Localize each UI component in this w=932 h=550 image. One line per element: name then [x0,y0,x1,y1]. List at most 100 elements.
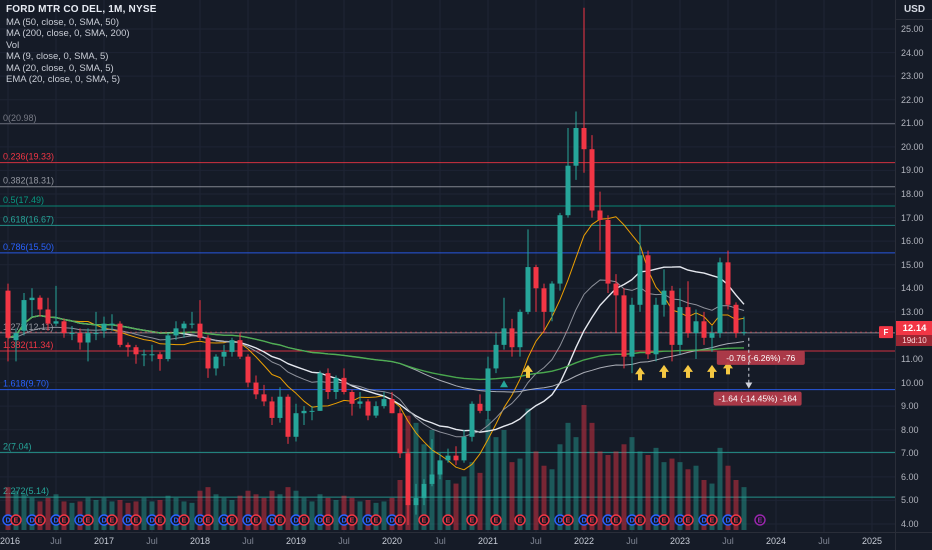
time-axis[interactable]: 2016 Jul 2017 Jul 2018 Jul 2019 Jul 2020 Jul 2021 J… [0,532,895,550]
candle-body [517,311,523,348]
legend-indicator-3[interactable]: MA (9, close, 0, SMA, 5) [6,51,109,62]
candle-body [341,377,347,392]
fib-level-label[interactable]: 1.618(9.70) [3,379,49,389]
marker-letter: E [542,518,547,525]
candle-body [381,399,387,407]
earnings-marker[interactable] [610,514,622,526]
legend-indicator-2[interactable]: Vol [6,39,20,51]
earnings-marker[interactable] [682,514,694,526]
buy-arrow-icon[interactable] [707,364,717,378]
signal-triangle-icon[interactable] [500,380,508,388]
buy-arrow-icon[interactable] [683,364,693,378]
earnings-marker[interactable] [586,514,598,526]
earnings-marker[interactable] [226,514,238,526]
earnings-marker[interactable] [178,514,190,526]
price-axis-label: 7.00 [901,448,919,459]
fib-level-label[interactable]: 2(7.04) [3,441,32,451]
earnings-marker[interactable] [106,514,118,526]
volume-bar [165,495,171,530]
candle-body [141,354,147,356]
earnings-marker[interactable] [34,514,46,526]
earnings-marker[interactable] [394,514,406,526]
fib-level-label[interactable]: 2.272(5.14) [3,486,49,496]
earnings-marker[interactable] [442,514,454,526]
earnings-marker[interactable] [274,514,286,526]
volume-bar [621,444,627,530]
candle-body [221,351,227,357]
marker-letter: D [317,518,322,525]
volume-bar [253,494,259,530]
symbol-title[interactable]: FORD MTR CO DEL, 1M, NYSE [6,4,157,15]
fib-level-label[interactable]: 1.382(11.34) [3,340,53,350]
fib-level-label[interactable]: 0(20.98) [3,113,37,123]
earnings-marker[interactable] [346,514,358,526]
price-chart-canvas[interactable]: 0(20.98) 0.236(19.33) 0.382(18.31) 0.5(17.4… [0,0,895,532]
price-axis-label: 21.00 [901,118,924,129]
earnings-marker[interactable] [514,514,526,526]
volume-bar [733,480,739,530]
buy-arrow-icon[interactable] [635,367,645,381]
fib-level-label[interactable]: 0.236(19.33) [3,152,54,162]
earnings-marker[interactable] [10,514,22,526]
earnings-marker[interactable] [322,514,334,526]
earnings-marker[interactable] [418,514,430,526]
earnings-marker[interactable] [466,514,478,526]
earnings-marker[interactable] [730,514,742,526]
earnings-marker[interactable] [130,514,142,526]
legend-indicator-5[interactable]: EMA (20, close, 0, SMA, 5) [6,74,121,85]
price-range-label-text[interactable]: -0.76 (-6.26%) -76 [726,353,795,363]
marker-letter: D [365,518,370,525]
fib-level-label[interactable]: 0.786(15.50) [3,242,54,252]
price-axis-label: 5.00 [901,495,919,506]
fib-level-label[interactable]: 1.272(12.11) [3,322,53,332]
legend-indicator-4[interactable]: MA (20, close, 0, SMA, 5) [6,62,114,74]
earnings-marker[interactable] [538,514,550,526]
chart-plot-area[interactable]: 0(20.98) 0.236(19.33) 0.382(18.31) 0.5(17.4… [0,0,895,532]
earnings-marker[interactable] [202,514,214,526]
buy-arrow-icon[interactable] [659,364,669,378]
marker-letter: D [293,518,298,525]
price-axis-label: 11.00 [901,354,923,364]
projection-arrowhead[interactable] [745,382,753,389]
fib-level-label[interactable]: 0.5(17.49) [3,195,44,205]
earnings-marker[interactable] [706,514,718,526]
earnings-marker[interactable] [82,514,94,526]
volume-bar [29,497,35,530]
buy-arrow-icon[interactable] [723,361,733,375]
price-range-label-bg[interactable] [716,350,805,365]
earnings-marker[interactable] [250,514,262,526]
legend-indicator-0[interactable]: MA (50, close, 0, SMA, 50) [6,16,119,28]
marker-letter: D [101,518,106,525]
time-axis-month-label: Jul [338,536,350,546]
marker-letter: E [14,518,19,525]
fib-level-label[interactable]: 0.618(16.67) [3,214,54,224]
earnings-marker[interactable] [58,514,70,526]
buy-arrow-icon[interactable] [523,364,533,378]
last-price-value: 12.14 [896,321,932,336]
candle-body [589,149,595,211]
earnings-marker[interactable] [154,514,166,526]
candle-body [429,474,435,484]
earnings-marker[interactable] [370,514,382,526]
volume-bar [653,447,659,530]
fib-level-label[interactable]: 0.382(18.31) [3,176,54,186]
earnings-marker[interactable] [562,514,574,526]
currency-label[interactable]: USD [896,0,932,20]
volume-bar [437,465,443,530]
earnings-marker[interactable] [298,514,310,526]
earnings-marker[interactable] [634,514,646,526]
earnings-marker[interactable] [754,514,766,526]
time-axis-year-label: 2018 [189,536,211,546]
legend-indicator-1[interactable]: MA (200, close, 0, SMA, 200) [6,28,130,39]
marker-letter: D [29,518,34,525]
earnings-marker[interactable] [658,514,670,526]
volume-bar [173,497,179,530]
marker-letter: D [725,518,730,525]
volume-bar [477,472,483,530]
volume-bar [93,500,99,530]
price-range-label-bg[interactable] [713,391,802,406]
earnings-marker[interactable] [490,514,502,526]
marker-letter: E [86,518,91,525]
price-axis[interactable]: USD 25.00 24.00 23.00 22.00 21.00 20.00 19.00 1… [895,0,932,532]
price-range-label-text[interactable]: -1.64 (-14.45%) -164 [718,394,797,404]
